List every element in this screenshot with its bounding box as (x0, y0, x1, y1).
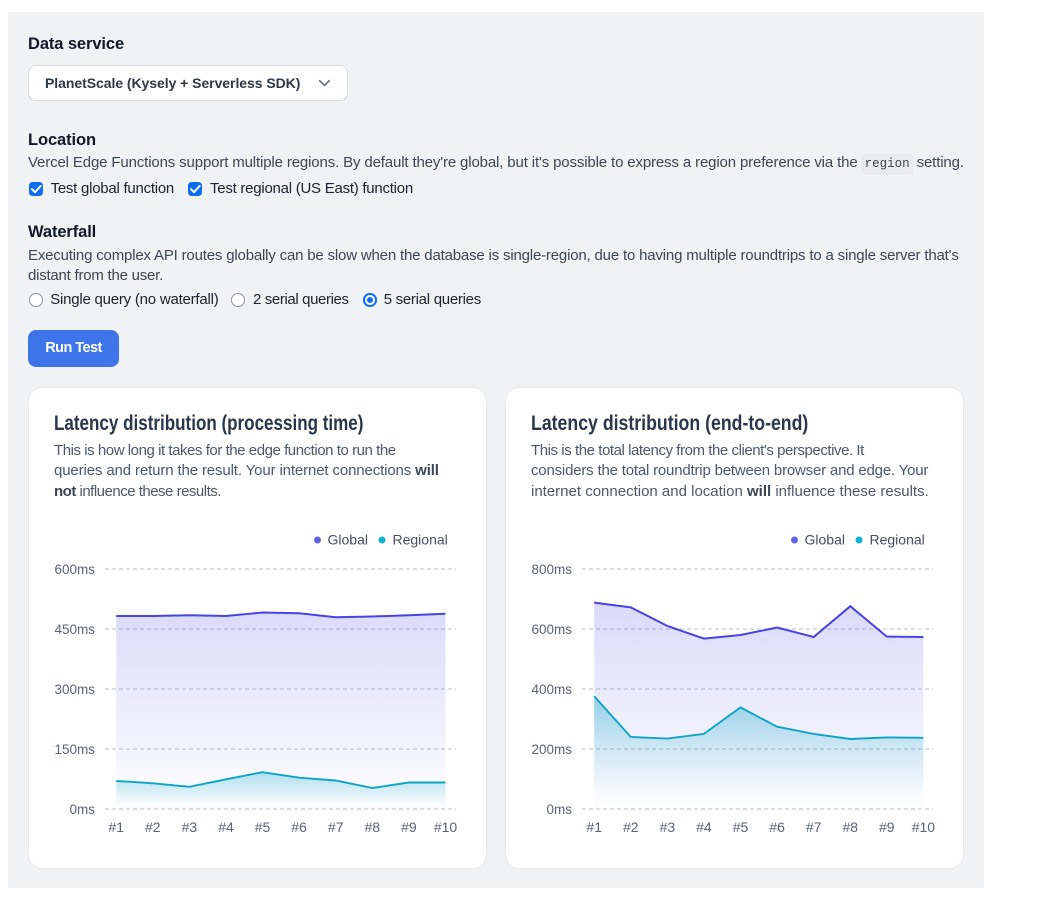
svg-text:#2: #2 (623, 819, 639, 835)
svg-text:Global: Global (805, 532, 845, 548)
svg-text:#2: #2 (145, 819, 161, 835)
svg-text:Regional: Regional (393, 532, 448, 548)
svg-text:300ms: 300ms (54, 682, 95, 697)
svg-text:#4: #4 (218, 819, 234, 835)
svg-text:#6: #6 (291, 819, 307, 835)
svg-text:#7: #7 (806, 819, 822, 835)
svg-text:200ms: 200ms (531, 742, 572, 757)
svg-text:#3: #3 (182, 819, 198, 835)
svg-text:#10: #10 (434, 819, 458, 835)
svg-text:Global: Global (328, 532, 368, 548)
svg-text:450ms: 450ms (54, 622, 95, 637)
svg-text:#6: #6 (769, 819, 785, 835)
svg-text:#8: #8 (365, 819, 381, 835)
svg-text:#8: #8 (843, 819, 859, 835)
svg-text:#4: #4 (696, 819, 712, 835)
svg-text:0ms: 0ms (69, 802, 95, 817)
svg-text:#5: #5 (255, 819, 271, 835)
svg-text:#5: #5 (733, 819, 749, 835)
svg-text:#9: #9 (879, 819, 895, 835)
svg-text:150ms: 150ms (54, 742, 95, 757)
svg-text:Regional: Regional (870, 532, 925, 548)
svg-text:600ms: 600ms (54, 562, 95, 577)
svg-text:#9: #9 (401, 819, 417, 835)
svg-text:600ms: 600ms (531, 622, 572, 637)
svg-text:0ms: 0ms (546, 802, 572, 817)
svg-text:#10: #10 (912, 819, 936, 835)
svg-text:#7: #7 (328, 819, 344, 835)
svg-text:#1: #1 (108, 819, 124, 835)
svg-text:#3: #3 (660, 819, 676, 835)
svg-text:400ms: 400ms (531, 682, 572, 697)
svg-text:#1: #1 (586, 819, 602, 835)
svg-text:800ms: 800ms (531, 562, 572, 577)
